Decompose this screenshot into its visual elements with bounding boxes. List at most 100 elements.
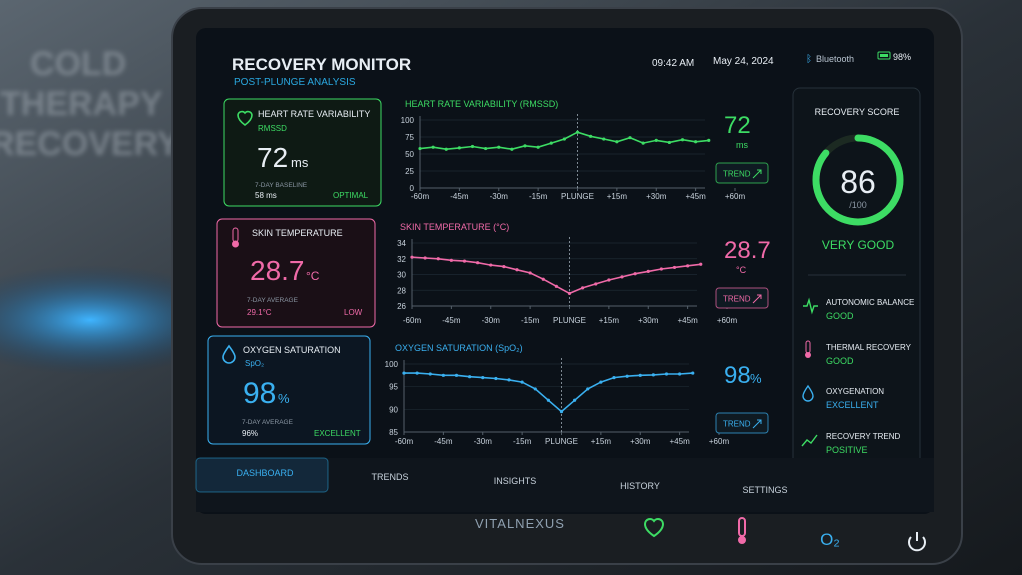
data-point (562, 137, 566, 141)
data-point (454, 373, 459, 377)
trend-button[interactable] (715, 162, 769, 184)
x-tick-label: +60m (725, 192, 746, 201)
x-tick-label: +45m (678, 316, 699, 325)
card-ref-label: 7-DAY BASELINE (255, 182, 308, 189)
item-label: AUTONOMIC BALANCE (826, 298, 914, 307)
data-point (628, 136, 632, 140)
data-point (481, 376, 485, 380)
nav-tab[interactable]: HISTORY (620, 481, 660, 491)
data-point (515, 268, 519, 272)
x-tick-label: -45m (434, 437, 453, 446)
y-tick-label: 95 (389, 383, 398, 392)
drop-icon (802, 384, 814, 402)
heart-button[interactable] (643, 518, 665, 538)
temp-button-bulb (738, 536, 746, 544)
card-ref: 96% (242, 429, 258, 438)
data-point (423, 256, 427, 260)
data-point (520, 380, 524, 384)
data-point (541, 277, 545, 281)
data-point (470, 144, 475, 149)
score-rating: VERY GOOD (822, 238, 895, 252)
card-sub: SpO₂ (245, 359, 264, 368)
data-point (462, 259, 467, 263)
nav-tab[interactable]: INSIGHTS (494, 476, 537, 486)
data-point (449, 258, 453, 262)
data-point (694, 140, 698, 144)
trend-button-label: TREND (723, 420, 751, 429)
x-tick-label: +15m (591, 437, 612, 446)
app-subtitle: POST-PLUNGE ANALYSIS (234, 77, 356, 88)
x-tick-label: +45m (670, 437, 691, 446)
y-tick-label: 26 (397, 302, 406, 311)
data-point (654, 138, 658, 142)
gauge-arc (812, 134, 904, 226)
item-label: THERMAL RECOVERY (826, 343, 912, 352)
x-tick-label: -30m (482, 316, 501, 325)
item-status: GOOD (826, 311, 854, 321)
y-tick-label: 30 (397, 271, 406, 280)
data-point (615, 140, 619, 144)
data-point (507, 378, 511, 382)
data-point (612, 376, 616, 380)
temp-card[interactable] (216, 218, 376, 328)
data-point (691, 371, 695, 375)
trend-button[interactable] (715, 287, 769, 309)
power-button[interactable] (908, 532, 926, 552)
data-point (533, 387, 537, 391)
item-label: RECOVERY TREND (826, 432, 900, 441)
data-point (415, 371, 419, 375)
x-tick-label: +60m (709, 437, 730, 446)
data-point (664, 372, 669, 376)
data-point (402, 371, 406, 375)
data-point (457, 146, 461, 150)
card-ref-label: 7-DAY AVERAGE (242, 419, 294, 426)
data-point (620, 275, 624, 279)
x-tick-label: -45m (442, 316, 461, 325)
card-label: HEART RATE VARIABILITY (258, 109, 370, 119)
x-tick-label: PLUNGE (553, 316, 586, 325)
card-value: 28.7 (250, 255, 305, 286)
data-point (441, 373, 445, 377)
x-tick-label: +15m (607, 192, 628, 201)
x-tick-label: -30m (490, 192, 509, 201)
trend-arrow (752, 294, 762, 304)
thermometer-bulb (232, 240, 239, 248)
wall-sign: COLD THERAPY RECOVERY (0, 45, 180, 163)
data-point (536, 145, 540, 149)
card-ref: 29.1°C (247, 308, 272, 317)
nav-tab[interactable]: SETTINGS (742, 485, 787, 495)
trend-button[interactable] (715, 412, 769, 434)
card-status: OPTIMAL (333, 191, 369, 200)
data-point (699, 262, 703, 266)
data-point (497, 145, 501, 149)
data-point (468, 375, 472, 379)
data-point (546, 398, 550, 402)
data-point (641, 141, 645, 145)
sign-text: COLD (30, 45, 126, 83)
spo2-card[interactable] (207, 335, 371, 445)
data-point (494, 376, 498, 381)
nav-tab[interactable]: DASHBOARD (236, 468, 294, 478)
nav-tab[interactable]: TRENDS (371, 472, 408, 482)
data-point (686, 264, 690, 268)
score-value: 86 (840, 164, 876, 200)
item-status: EXCELLENT (826, 400, 879, 410)
data-point (575, 130, 580, 134)
card-label: OXYGEN SATURATION (243, 345, 341, 355)
hrv-card[interactable] (223, 98, 382, 207)
data-point (607, 278, 611, 282)
bluetooth-status: Bluetooth (816, 54, 854, 64)
y-tick-label: 50 (405, 150, 414, 159)
app-title: RECOVERY MONITOR (232, 55, 411, 74)
x-tick-label: PLUNGE (545, 437, 578, 446)
thermo-bulb (805, 352, 811, 358)
readout-value: 98 (724, 362, 751, 389)
o2-button[interactable]: O₂ (820, 530, 840, 549)
data-point (581, 286, 585, 290)
x-tick-label: -30m (474, 437, 493, 446)
clock: 09:42 AM (652, 58, 694, 69)
data-point (418, 146, 422, 151)
data-point (594, 282, 598, 286)
data-point (599, 380, 603, 384)
card-ref: 58 ms (255, 191, 277, 200)
